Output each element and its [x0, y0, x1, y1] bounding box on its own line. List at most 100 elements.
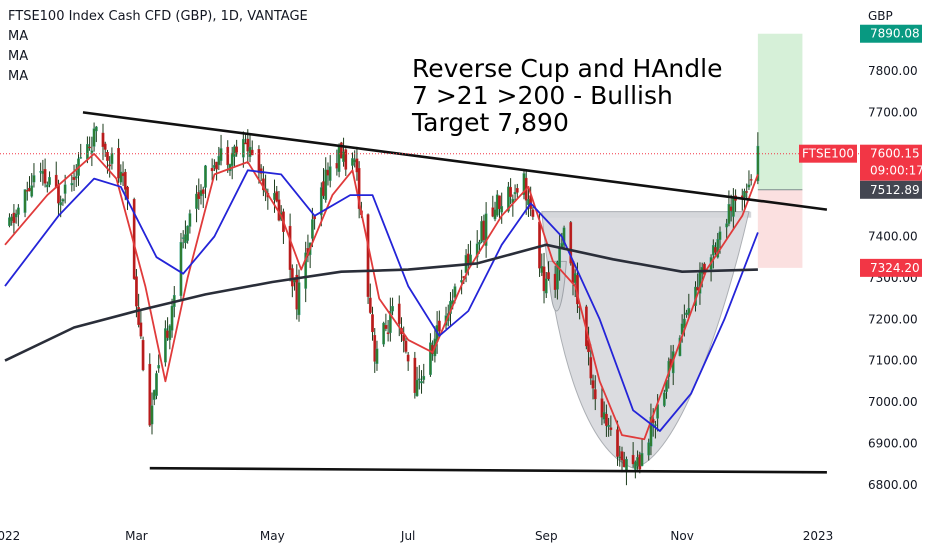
candle-body	[493, 209, 497, 220]
candle-body	[602, 412, 606, 420]
candle-body	[515, 188, 519, 193]
candle-body	[213, 165, 216, 168]
candle-body	[756, 145, 760, 182]
currency-label: GBP	[868, 9, 893, 23]
candle-body	[482, 220, 486, 241]
candle-body	[386, 332, 390, 335]
candle-body	[121, 173, 125, 177]
candle-body	[326, 169, 330, 176]
candle-body	[687, 308, 691, 314]
x-tick-label: Jul	[400, 529, 415, 543]
candle-body	[45, 184, 49, 188]
symbol-tag	[799, 144, 857, 163]
candle-body	[569, 222, 573, 264]
candle-body	[108, 164, 112, 167]
candle-body	[328, 166, 332, 181]
candle-body	[230, 152, 234, 166]
candle-body	[422, 375, 426, 380]
position-zones	[757, 33, 803, 268]
candle-body	[725, 223, 729, 228]
candle-body	[600, 398, 604, 418]
candle-body	[638, 454, 642, 470]
candle-body	[475, 243, 479, 258]
x-tick-label: Nov	[670, 529, 693, 543]
entry-price-value: 7512.89	[870, 183, 920, 197]
candle-body	[353, 159, 357, 163]
candle-body	[634, 461, 637, 470]
candle-body	[553, 273, 557, 290]
candle-body	[562, 227, 566, 246]
entry-price-tag	[860, 180, 922, 199]
candle-body	[437, 320, 441, 332]
candle-body	[654, 424, 657, 426]
candle-body	[556, 261, 559, 290]
candle-body	[61, 199, 65, 202]
candle-body	[636, 457, 639, 467]
candle-body	[219, 148, 223, 161]
candle-body	[248, 146, 252, 158]
candle-body	[235, 146, 238, 153]
candle-body	[729, 206, 733, 211]
candle-body	[337, 146, 341, 172]
candle-body	[355, 158, 359, 173]
candle-body	[335, 163, 339, 169]
candle-body	[141, 339, 145, 371]
candle-body	[631, 454, 635, 465]
candle-body	[210, 167, 214, 172]
candle-body	[10, 216, 14, 222]
candle-body	[215, 161, 218, 170]
price-axis[interactable]: GBP 7800.007700.007600.007400.007300.007…	[868, 9, 918, 492]
candle-body	[70, 183, 74, 186]
candle-body	[500, 206, 504, 213]
x-axis: 2022 Mar May Jul Sep Nov 2023	[0, 529, 833, 543]
candle-body	[90, 150, 94, 153]
moving-average-lines	[4, 152, 759, 441]
ma-legend-2[interactable]: MA	[8, 49, 29, 64]
candle-body	[495, 194, 499, 216]
candle-body	[344, 149, 348, 170]
symbol-title[interactable]: FTSE100 Index Cash CFD (GBP), 1D, VANTAG…	[8, 9, 308, 24]
candle-body	[217, 156, 221, 166]
candle-body	[164, 328, 167, 363]
candle-body	[184, 234, 187, 244]
candle-body	[57, 184, 60, 204]
candle-body	[745, 191, 749, 193]
candle-body	[513, 192, 517, 195]
candle-body	[558, 247, 561, 268]
bar-countdown: 09:00:17	[870, 164, 924, 178]
candle-body	[8, 217, 11, 226]
candle-body	[357, 168, 361, 209]
target-price-value: 7890.08	[870, 27, 920, 41]
candle-body	[322, 181, 325, 196]
candle-body	[135, 276, 138, 307]
candle-body	[368, 297, 372, 313]
candle-body	[137, 307, 140, 325]
candle-body	[732, 198, 735, 217]
ma-legend-3[interactable]: MA	[8, 69, 29, 84]
candle-body	[622, 459, 626, 468]
candle-body	[12, 212, 16, 223]
candle-body	[311, 219, 314, 239]
candle-body	[509, 187, 512, 197]
annotation-text: Reverse Cup and HAndle 7 >21 >200 - Bull…	[411, 54, 722, 137]
candle-body	[589, 357, 593, 379]
candle-body	[119, 171, 123, 183]
candle-body	[106, 152, 109, 161]
candle-body	[375, 348, 379, 364]
candle-body	[152, 389, 156, 400]
candle-body	[39, 171, 42, 173]
candle-body	[30, 185, 34, 197]
candle-body	[168, 325, 172, 341]
ma-legend-1[interactable]: MA	[8, 29, 29, 44]
cup-handle-shading	[541, 211, 752, 469]
candle-body	[295, 274, 299, 310]
x-tick-label: 2022	[0, 529, 20, 543]
candle-body	[397, 303, 401, 324]
candle-body	[313, 216, 316, 220]
candle-body	[290, 268, 294, 287]
candle-body	[573, 273, 577, 284]
candle-body	[413, 357, 417, 393]
candle-body	[640, 453, 644, 467]
candle-body	[155, 373, 158, 396]
